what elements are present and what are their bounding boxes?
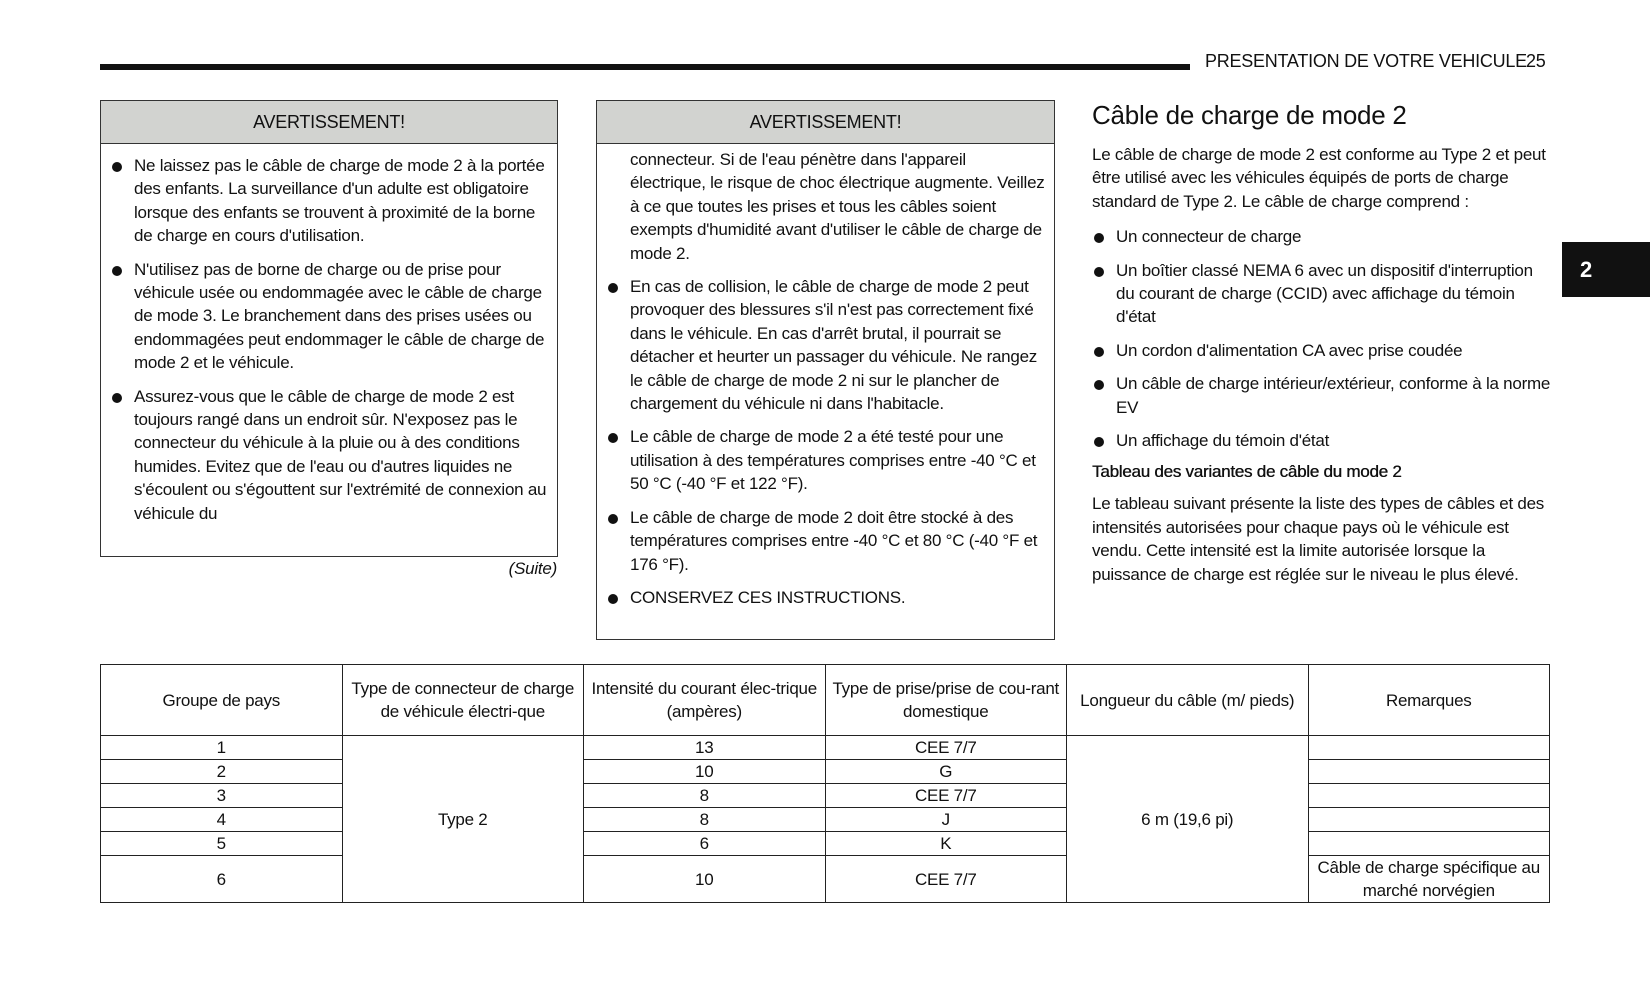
remarks-cell	[1307, 735, 1550, 760]
current-cell: 8	[583, 807, 826, 832]
group-cell: 6	[100, 855, 343, 903]
chapter-tab: 2	[1562, 242, 1650, 297]
column-header: Longueur du câble (m/ pieds)	[1066, 664, 1309, 736]
column-header: Type de connecteur de charge de véhicule…	[341, 664, 584, 736]
right-column: Câble de charge de mode 2 Le câble de ch…	[1092, 100, 1554, 598]
list-item: Un boîtier classé NEMA 6 avec un disposi…	[1092, 259, 1554, 329]
length-cell: 6 m (19,6 pi)	[1066, 735, 1309, 903]
plug-cell: J	[824, 807, 1067, 832]
warning-item: Le câble de charge de mode 2 doit être s…	[597, 506, 1046, 576]
table-subheading: Tableau des variantes de câble du mode 2	[1092, 462, 1402, 482]
table-row: 6 10 CEE 7/7 Câble de charge spécifique …	[100, 855, 1550, 903]
table-row: 2 10 G	[100, 759, 1550, 784]
column-header: Intensité du courant élec-trique (ampère…	[583, 664, 826, 736]
current-cell: 10	[583, 759, 826, 784]
table-row: 1 Type 2 13 CEE 7/7 6 m (19,6 pi)	[100, 735, 1550, 903]
table-row: 3 8 CEE 7/7	[100, 783, 1550, 808]
table-intro: Le tableau suivant présente la liste des…	[1092, 494, 1545, 584]
warning-title: AVERTISSEMENT!	[101, 101, 557, 144]
list-item: Un câble de charge intérieur/extérieur, …	[1092, 372, 1554, 419]
intro-paragraph: Le câble de charge de mode 2 est conform…	[1092, 145, 1546, 211]
group-cell: 3	[100, 783, 343, 808]
plug-cell: K	[824, 831, 1067, 856]
warning-item: En cas de collision, le câble de charge …	[597, 275, 1046, 415]
warning-continuation: connecteur. Si de l'eau pénètre dans l'a…	[630, 150, 1045, 263]
warning-title: AVERTISSEMENT!	[597, 101, 1054, 144]
current-cell: 8	[583, 783, 826, 808]
warning-item: Assurez-vous que le câble de charge de m…	[101, 385, 549, 525]
connector-cell: Type 2	[341, 735, 584, 903]
warning-item: N'utilisez pas de borne de charge ou de …	[101, 258, 549, 375]
list-item: Un affichage du témoin d'état	[1092, 429, 1554, 452]
column-header: Type de prise/prise de cou-rant domestiq…	[824, 664, 1067, 736]
page-number: 25	[1526, 51, 1546, 71]
list-item: Un cordon d'alimentation CA avec prise c…	[1092, 339, 1554, 362]
warning-box-middle: AVERTISSEMENT! connecteur. Si de l'eau p…	[596, 100, 1055, 640]
table-row: 4 8 J	[100, 807, 1550, 832]
current-cell: 6	[583, 831, 826, 856]
remarks-cell	[1307, 807, 1550, 832]
warning-item: CONSERVEZ CES INSTRUCTIONS.	[597, 586, 1046, 609]
group-cell: 2	[100, 759, 343, 784]
table-header-row: Groupe de pays Type de connecteur de cha…	[100, 664, 1550, 736]
group-cell: 5	[100, 831, 343, 856]
group-cell: 1	[100, 735, 343, 760]
section-heading: Câble de charge de mode 2	[1092, 100, 1407, 130]
cable-variants-table: Groupe de pays Type de connecteur de cha…	[100, 664, 1550, 903]
remarks-cell	[1307, 759, 1550, 784]
list-item: Un connecteur de charge	[1092, 225, 1554, 248]
plug-cell: G	[824, 759, 1067, 784]
warning-box-left: AVERTISSEMENT! Ne laissez pas le câble d…	[100, 100, 558, 557]
column-header: Groupe de pays	[100, 664, 343, 736]
remarks-cell: Câble de charge spécifique au marché nor…	[1307, 855, 1550, 903]
table-row: 5 6 K	[100, 831, 1550, 856]
warning-item: Ne laissez pas le câble de charge de mod…	[101, 154, 549, 248]
current-cell: 10	[583, 855, 826, 903]
remarks-cell	[1307, 831, 1550, 856]
column-header: Remarques	[1307, 664, 1550, 736]
section-title: PRESENTATION DE VOTRE VEHICULE	[1205, 51, 1527, 71]
plug-cell: CEE 7/7	[824, 783, 1067, 808]
plug-cell: CEE 7/7	[824, 855, 1067, 903]
header-rule	[100, 64, 1190, 70]
current-cell: 13	[583, 735, 826, 760]
plug-cell: CEE 7/7	[824, 735, 1067, 760]
remarks-cell	[1307, 783, 1550, 808]
continued-label: (Suite)	[508, 559, 558, 578]
group-cell: 4	[100, 807, 343, 832]
warning-item: Le câble de charge de mode 2 a été testé…	[597, 425, 1046, 495]
